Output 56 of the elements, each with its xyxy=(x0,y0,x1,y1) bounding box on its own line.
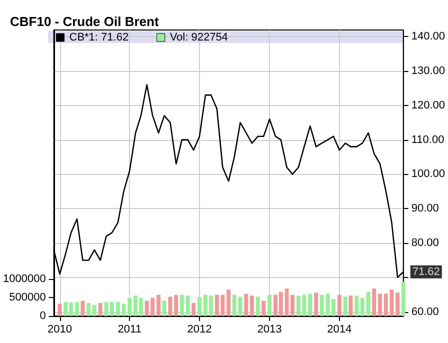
bar xyxy=(396,292,400,316)
bar xyxy=(314,292,318,316)
bar xyxy=(92,304,96,316)
bar xyxy=(232,294,236,316)
x-tick-label: 2012 xyxy=(187,324,212,336)
x-tick-label: 2013 xyxy=(257,324,282,336)
y-tick-label: 60.00 xyxy=(411,306,439,318)
y-tick-label: 110.00 xyxy=(411,134,444,146)
y-tick-label: 120.00 xyxy=(411,99,446,112)
bar xyxy=(128,298,132,316)
bar xyxy=(348,296,353,316)
annotation: 71.62 xyxy=(412,266,440,278)
bar xyxy=(360,298,364,316)
bar xyxy=(354,296,359,316)
bar xyxy=(74,302,79,316)
bar xyxy=(238,296,242,316)
bar xyxy=(331,298,336,316)
bar xyxy=(186,296,190,316)
bar xyxy=(86,303,91,316)
y2-tick-label: 1000000 xyxy=(2,272,46,285)
bar xyxy=(80,300,85,316)
bar xyxy=(192,303,196,316)
y-tick-label: 80.00 xyxy=(411,237,439,250)
bar xyxy=(98,303,102,316)
bar xyxy=(250,296,254,316)
bar xyxy=(401,282,406,316)
bar xyxy=(197,297,202,316)
bar xyxy=(372,288,376,316)
chart-title: CBF10 - Crude Oil Brent xyxy=(10,14,160,29)
bar xyxy=(308,294,312,316)
bar xyxy=(174,294,178,316)
x-tick-label: 2011 xyxy=(118,324,142,336)
y-tick-label: 130.00 xyxy=(411,64,446,77)
bar xyxy=(262,300,266,316)
bar xyxy=(58,304,62,316)
bar xyxy=(343,296,348,316)
bar xyxy=(162,300,166,316)
bar xyxy=(180,294,184,316)
legend-label: Vol: 922754 xyxy=(170,32,228,44)
y2-tick-label: 500000 xyxy=(9,291,46,304)
x-tick-label: 2014 xyxy=(327,324,352,336)
bar xyxy=(256,296,260,316)
x-tick-label: 2010 xyxy=(48,324,72,336)
bar xyxy=(156,294,161,316)
y2-tick-label: 0 xyxy=(40,310,46,322)
bar xyxy=(244,294,248,316)
y-tick-label: 90.00 xyxy=(411,202,439,215)
bar xyxy=(226,290,231,316)
legend-label: CB*1: 71.62 xyxy=(69,32,129,44)
bar xyxy=(268,294,272,316)
bar xyxy=(337,294,342,316)
y-tick-label: 100.00 xyxy=(411,168,446,180)
bar xyxy=(366,292,370,316)
y-tick-label: 140.00 xyxy=(411,30,446,43)
bar xyxy=(168,296,172,316)
bar xyxy=(378,294,382,316)
